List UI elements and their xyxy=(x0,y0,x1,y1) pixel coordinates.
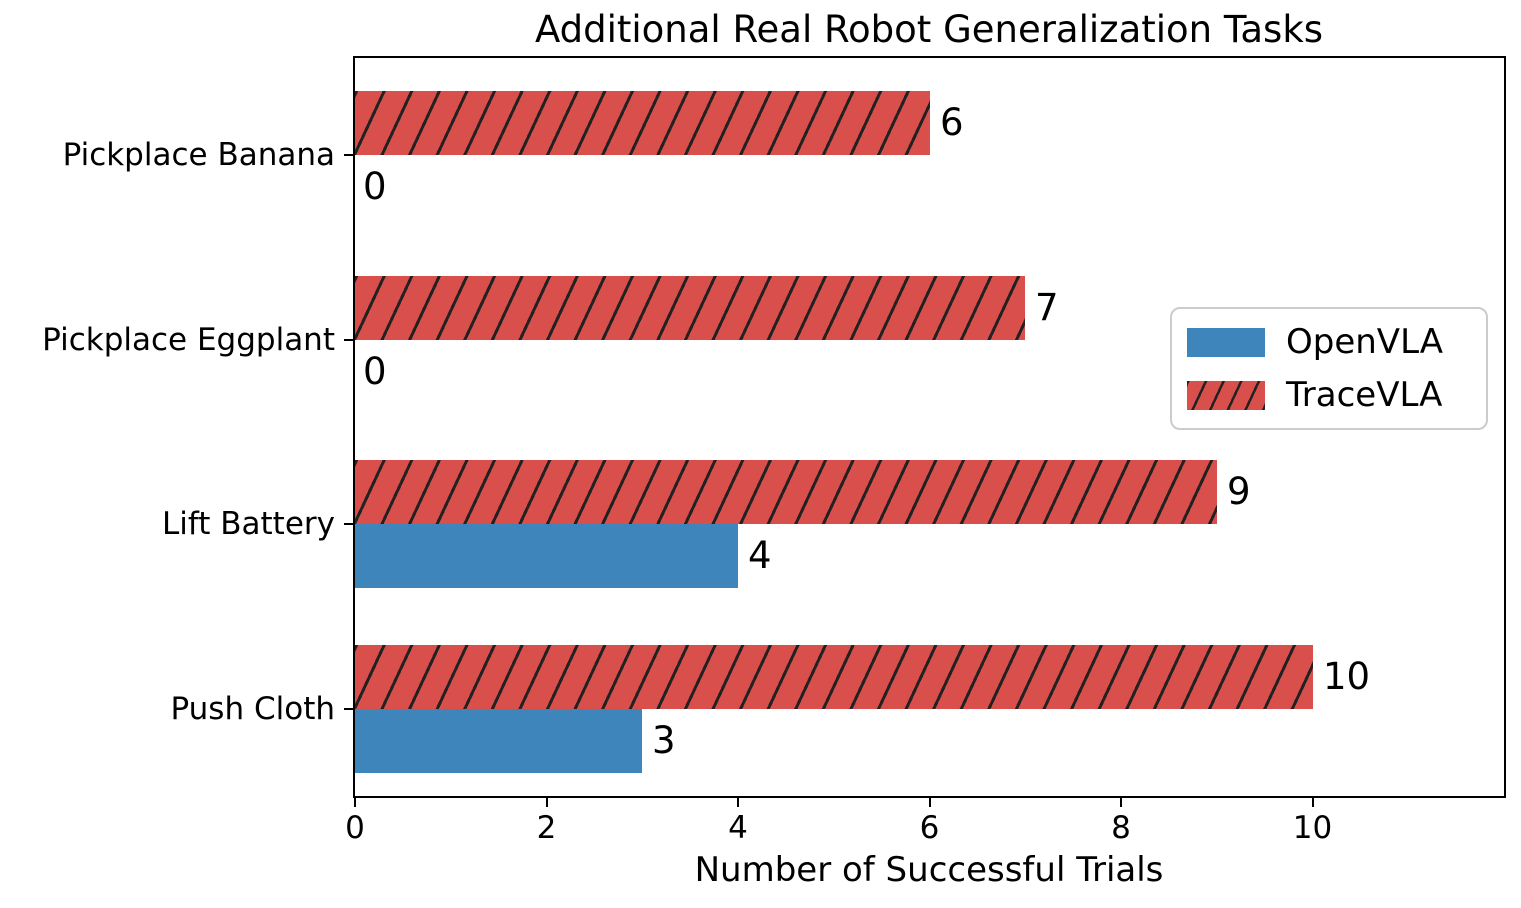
x-tick-label: 0 xyxy=(345,810,365,846)
y-tick xyxy=(344,523,353,525)
y-axis-category-label: Push Cloth xyxy=(170,690,335,727)
x-tick xyxy=(1311,798,1314,807)
legend-label-tracevla: TraceVLA xyxy=(1286,375,1443,415)
bar-tracevla-push-cloth xyxy=(355,644,1313,709)
y-axis-category-label: Pickplace Banana xyxy=(62,137,335,173)
bar-value-label: 10 xyxy=(1323,654,1371,698)
bar-value-label: 4 xyxy=(748,534,772,577)
bar-value-label: 0 xyxy=(363,165,387,208)
x-tick xyxy=(737,798,739,807)
x-tick-label: 8 xyxy=(1111,810,1131,846)
bar-value-label: 7 xyxy=(1035,285,1059,329)
y-axis-category-label: Pickplace Eggplant xyxy=(42,321,335,358)
x-tick-label: 6 xyxy=(919,810,940,846)
legend-swatch-openvla xyxy=(1187,327,1265,357)
legend-label-openvla: OpenVLA xyxy=(1286,322,1444,362)
bar-value-label: 3 xyxy=(652,718,676,762)
legend-item-tracevla: TraceVLA xyxy=(1187,375,1486,415)
y-tick xyxy=(344,338,353,341)
legend-swatch-tracevla xyxy=(1187,380,1265,410)
x-tick xyxy=(545,798,548,807)
x-tick xyxy=(1120,798,1122,807)
bar-tracevla-pickplace-eggplant xyxy=(355,275,1025,340)
legend-item-openvla: OpenVLA xyxy=(1187,322,1486,362)
x-tick xyxy=(354,798,356,807)
x-tick-label: 4 xyxy=(728,810,748,846)
x-tick xyxy=(928,798,931,807)
y-tick xyxy=(344,154,353,156)
bar-openvla-lift-battery xyxy=(355,524,738,588)
y-tick xyxy=(344,707,353,710)
bar-value-label: 6 xyxy=(940,101,964,144)
bar-value-label: 0 xyxy=(363,349,387,393)
y-axis-category-label: Lift Battery xyxy=(162,506,335,542)
x-tick-label: 10 xyxy=(1292,810,1333,846)
bar-value-label: 9 xyxy=(1227,470,1251,513)
bar-tracevla-lift-battery xyxy=(355,460,1217,524)
bar-tracevla-pickplace-banana xyxy=(355,91,930,155)
x-axis-label: Number of Successful Trials xyxy=(694,850,1164,890)
chart-title: Additional Real Robot Generalization Tas… xyxy=(534,8,1324,51)
x-tick-label: 2 xyxy=(536,810,557,846)
bar-openvla-push-cloth xyxy=(355,708,642,773)
legend: OpenVLA TraceVLA xyxy=(1170,307,1488,430)
